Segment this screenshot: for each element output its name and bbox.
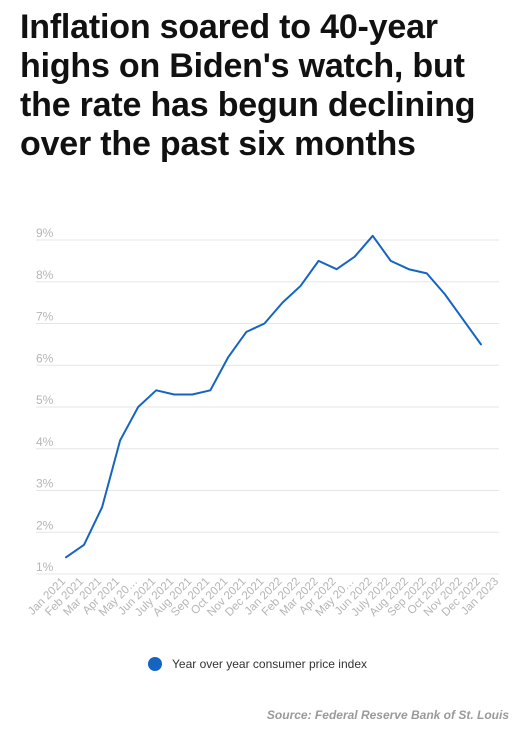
data-point[interactable]	[477, 340, 485, 348]
series-layer	[62, 232, 485, 561]
legend-label: Year over year consumer price index	[172, 657, 367, 671]
y-tick-label: 4%	[36, 435, 54, 449]
data-point[interactable]	[351, 253, 359, 261]
data-point[interactable]	[387, 257, 395, 265]
data-point[interactable]	[242, 328, 250, 336]
legend[interactable]: Year over year consumer price index	[148, 657, 367, 671]
legend-swatch-icon	[148, 657, 162, 671]
data-point[interactable]	[369, 232, 377, 240]
y-tick-label: 3%	[36, 477, 54, 491]
data-point[interactable]	[116, 436, 124, 444]
data-point[interactable]	[152, 386, 160, 394]
y-tick-label: 8%	[36, 268, 54, 282]
y-tick-label: 9%	[36, 226, 54, 240]
series-line[interactable]	[65, 234, 482, 559]
data-point[interactable]	[98, 503, 106, 511]
grid-lines	[36, 239, 499, 575]
data-point[interactable]	[279, 299, 287, 307]
y-tick-label: 6%	[36, 351, 54, 365]
data-point[interactable]	[188, 390, 196, 398]
y-tick-label: 2%	[36, 518, 54, 532]
data-point[interactable]	[423, 269, 431, 277]
y-tick-label: 5%	[36, 393, 54, 407]
data-point[interactable]	[459, 315, 467, 323]
y-tick-label: 7%	[36, 310, 54, 324]
data-point[interactable]	[170, 390, 178, 398]
data-point[interactable]	[260, 320, 268, 328]
data-point[interactable]	[441, 290, 449, 298]
data-point[interactable]	[206, 386, 214, 394]
y-axis-ticks: 1% 2% 3% 4% 5% 6% 7% 8% 9%	[36, 226, 54, 574]
data-point[interactable]	[297, 282, 305, 290]
data-point[interactable]	[62, 553, 70, 561]
data-point[interactable]	[134, 403, 142, 411]
data-point[interactable]	[405, 265, 413, 273]
data-point[interactable]	[315, 257, 323, 265]
data-point[interactable]	[224, 353, 232, 361]
y-tick-label: 1%	[36, 560, 54, 574]
chart-title: Inflation soared to 40-year highs on Bid…	[20, 8, 476, 163]
source-note: Source: Federal Reserve Bank of St. Loui…	[266, 708, 509, 722]
data-point[interactable]	[333, 265, 341, 273]
data-point[interactable]	[80, 541, 88, 549]
